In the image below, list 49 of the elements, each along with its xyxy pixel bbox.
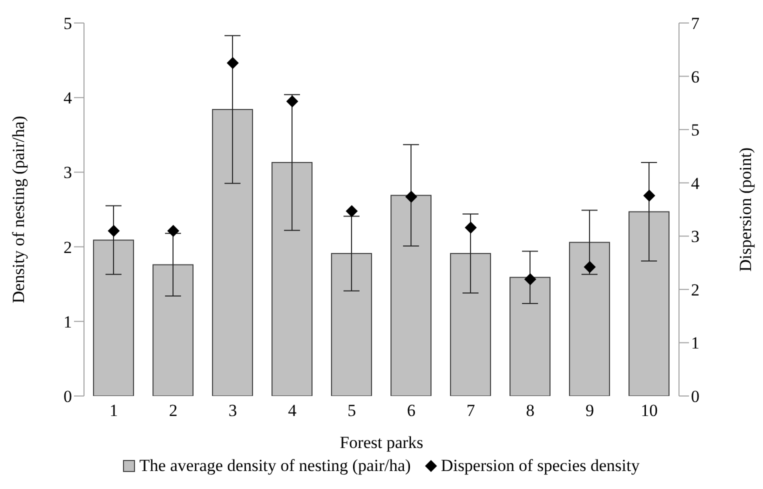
bar [450,253,492,396]
y2-tick-label: 5 [691,120,700,140]
bar [93,240,134,396]
point [464,222,477,234]
x-tick-label: 4 [288,401,297,420]
y-axis-title: Density of nesting (pair/ha) [9,116,28,304]
y2-tick-label: 2 [691,280,700,300]
x-tick-label: 10 [640,401,658,420]
y-tick-label: 2 [64,238,72,257]
point [226,56,239,69]
x-tick-label: 9 [586,401,594,420]
y-tick-label: 0 [64,387,72,406]
x-tick-label: 6 [407,401,416,420]
bar [272,162,313,396]
y-tick-label: 1 [64,312,72,332]
y-tick-label: 4 [64,88,72,108]
x-tick-label: 8 [526,401,534,420]
y2-tick-label: 7 [691,14,700,34]
point [346,205,358,218]
bar [510,276,551,396]
bar [212,109,254,396]
legend-label: The average density of nesting (pair/ha) [139,456,411,476]
bar [390,194,432,396]
x-tick-label: 7 [466,401,476,420]
legend-label: Dispersion of species density [440,456,640,476]
y2-tick-label: 4 [691,174,700,193]
x-tick-label: 5 [348,401,356,420]
x-axis-title: Forest parks [340,433,424,452]
point [405,190,418,203]
point [108,224,120,237]
x-tick-label: 2 [169,401,178,420]
point [167,224,180,237]
point [286,95,298,108]
y2-axis-title: Dispersion (point) [736,147,756,272]
bar [569,242,610,396]
bar [152,264,194,396]
bar [628,211,670,396]
x-tick-label: 3 [228,401,237,420]
y2-tick-label: 1 [691,334,700,353]
point [524,273,536,286]
bar [331,253,372,396]
y2-tick-label: 3 [691,227,700,246]
y2-tick-label: 0 [691,387,700,406]
point [643,190,656,202]
y-tick-label: 3 [64,163,72,182]
point [584,261,596,274]
y-tick-label: 5 [64,14,72,34]
y2-tick-label: 6 [691,67,700,86]
x-tick-label: 1 [110,401,118,420]
